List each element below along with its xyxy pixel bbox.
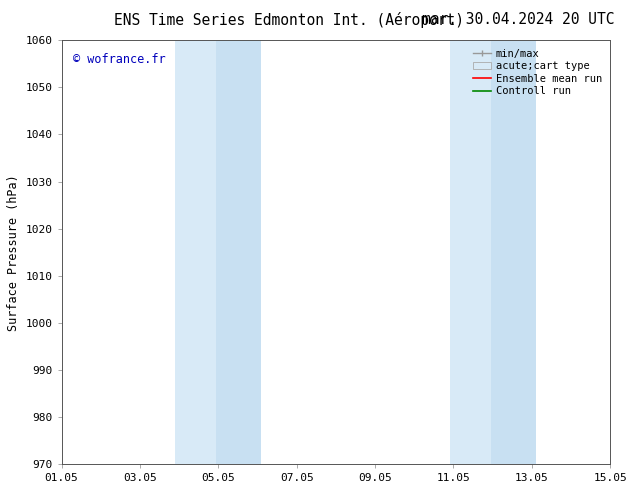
- Legend: min/max, acute;cart type, Ensemble mean run, Controll run: min/max, acute;cart type, Ensemble mean …: [470, 46, 605, 99]
- Text: © wofrance.fr: © wofrance.fr: [72, 53, 165, 66]
- Bar: [216, 40, 261, 464]
- Bar: [450, 40, 491, 464]
- Text: mar. 30.04.2024 20 UTC: mar. 30.04.2024 20 UTC: [422, 12, 615, 27]
- Bar: [175, 40, 216, 464]
- Y-axis label: Surface Pressure (hPa): Surface Pressure (hPa): [7, 174, 20, 331]
- Bar: [491, 40, 536, 464]
- Text: ENS Time Series Edmonton Int. (Aéroport): ENS Time Series Edmonton Int. (Aéroport): [114, 12, 464, 28]
